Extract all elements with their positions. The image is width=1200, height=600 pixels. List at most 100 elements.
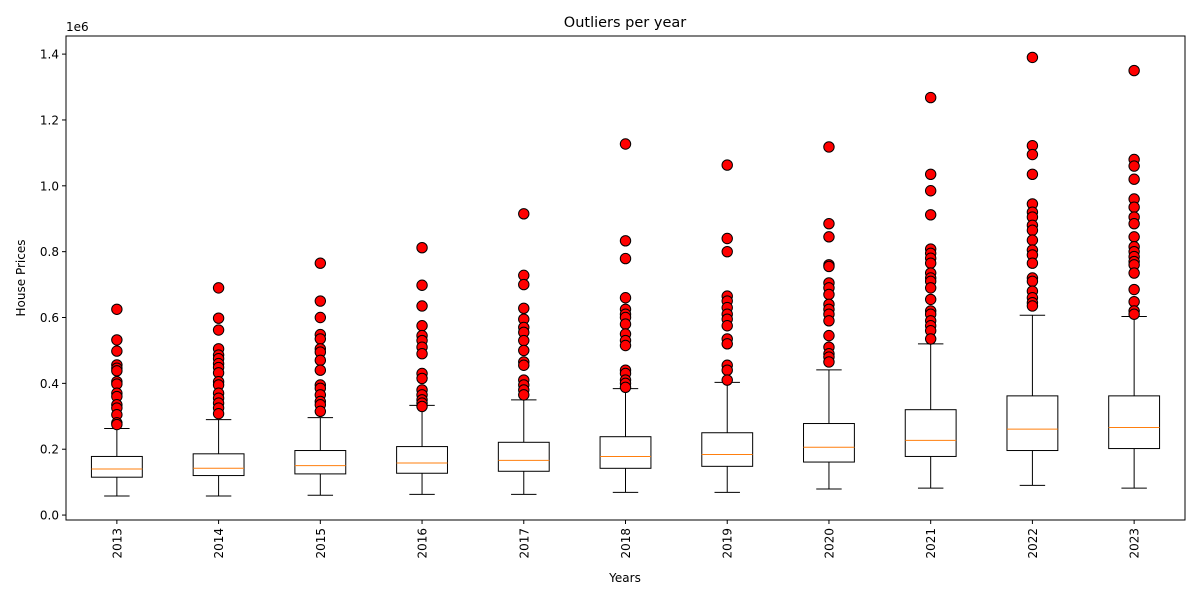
chart-title: Outliers per year — [564, 15, 686, 31]
x-tick-label: 2017 — [517, 528, 531, 559]
y-tick-label: 0.2 — [40, 443, 59, 457]
outlier-point — [1128, 283, 1140, 296]
outlier-point — [518, 208, 530, 220]
y-tick-label: 0.0 — [40, 509, 59, 523]
outlier-point — [314, 405, 327, 418]
outlier-point — [924, 91, 937, 104]
box-group-2015 — [294, 257, 347, 496]
outlier-point — [619, 318, 632, 330]
y-tick-label: 1.2 — [40, 113, 59, 127]
outlier-point — [212, 324, 225, 336]
box-group-2017 — [497, 208, 550, 495]
outlier-point — [518, 278, 530, 291]
outlier-point — [111, 303, 123, 315]
outlier-point — [721, 320, 733, 332]
outlier-point — [314, 311, 327, 324]
outlier-point — [721, 364, 733, 376]
outlier-point — [212, 407, 225, 420]
outlier-point — [416, 372, 428, 385]
outlier-point — [1026, 168, 1039, 180]
outlier-point — [314, 364, 327, 376]
iqr-box — [90, 455, 143, 478]
outlier-point — [823, 356, 835, 368]
outlier-point — [619, 381, 632, 394]
outlier-point — [1026, 257, 1039, 269]
outlier-point — [924, 282, 937, 294]
box-group-2018 — [599, 138, 652, 493]
x-tick-label: 2014 — [212, 528, 226, 559]
iqr-box — [904, 409, 957, 457]
outlier-point — [111, 418, 123, 431]
outlier-point — [518, 344, 530, 357]
outlier-point — [619, 235, 632, 247]
outlier-point — [416, 279, 428, 291]
outlier-point — [721, 374, 733, 386]
outlier-point — [314, 354, 327, 367]
outlier-point — [1026, 234, 1039, 246]
y-axis-label: House Prices — [14, 240, 28, 317]
outlier-point — [518, 389, 530, 401]
outlier-point — [823, 260, 835, 273]
box-group-2013 — [90, 303, 143, 497]
outlier-point — [924, 333, 937, 345]
outlier-point — [1026, 148, 1039, 161]
plot-area: 0.0 0.2 0.4 0.6 0.8 1.0 1.2 1.4 2013 2014 2015 2016… — [40, 35, 1186, 559]
x-tick-label: 2018 — [619, 528, 633, 559]
x-tick-label: 2023 — [1128, 528, 1142, 559]
x-tick-label: 2016 — [416, 528, 430, 559]
y-tick-label: 1.0 — [40, 179, 59, 193]
y-tick-label: 0.4 — [40, 377, 59, 391]
iqr-box — [803, 423, 855, 463]
outlier-point — [1128, 267, 1140, 279]
outlier-point — [1128, 201, 1140, 213]
iqr-box — [294, 450, 347, 475]
outlier-point — [924, 293, 937, 306]
x-tick-label: 2019 — [721, 528, 735, 559]
iqr-box — [192, 453, 245, 477]
outlier-point — [619, 138, 632, 150]
outlier-point — [1128, 173, 1140, 185]
box-group-2022 — [1006, 51, 1059, 486]
outlier-point — [619, 339, 632, 352]
outlier-point — [111, 334, 123, 346]
x-tick-label: 2022 — [1026, 528, 1040, 559]
outlier-point — [1128, 217, 1140, 230]
outlier-point — [416, 348, 428, 360]
outlier-point — [314, 295, 327, 307]
outlier-point — [111, 345, 123, 357]
outlier-point — [1128, 64, 1140, 77]
box-group-2019 — [701, 159, 754, 493]
outlier-point — [619, 252, 632, 265]
x-axis-label: Years — [608, 571, 641, 585]
outlier-point — [721, 159, 733, 171]
iqr-box — [497, 441, 550, 472]
outlier-point — [1026, 51, 1039, 64]
x-tick-label: 2015 — [314, 528, 328, 559]
outlier-point — [314, 333, 327, 345]
outlier-point — [924, 185, 937, 197]
outlier-point — [721, 338, 733, 350]
outlier-point — [1026, 300, 1039, 312]
box-group-2016 — [396, 242, 448, 495]
outlier-point — [416, 400, 428, 413]
outlier-point — [823, 288, 835, 301]
box-group-2020 — [803, 141, 855, 490]
outlier-point — [111, 365, 123, 377]
outlier-point — [1128, 308, 1140, 320]
x-tick-label: 2021 — [924, 528, 938, 559]
outlier-point — [823, 315, 835, 327]
box-group-2023 — [1108, 64, 1161, 489]
outlier-point — [1026, 224, 1039, 236]
iqr-box — [1108, 395, 1161, 450]
outlier-point — [924, 209, 937, 221]
outlier-point — [314, 257, 327, 269]
y-tick-label: 1.4 — [40, 48, 59, 62]
outlier-point — [1026, 275, 1039, 287]
outlier-point — [212, 282, 225, 294]
outlier-point — [416, 242, 428, 254]
x-tick-label: 2020 — [822, 528, 836, 559]
outlier-point — [924, 257, 937, 269]
outlier-point — [518, 302, 530, 314]
outlier-point — [518, 359, 530, 371]
